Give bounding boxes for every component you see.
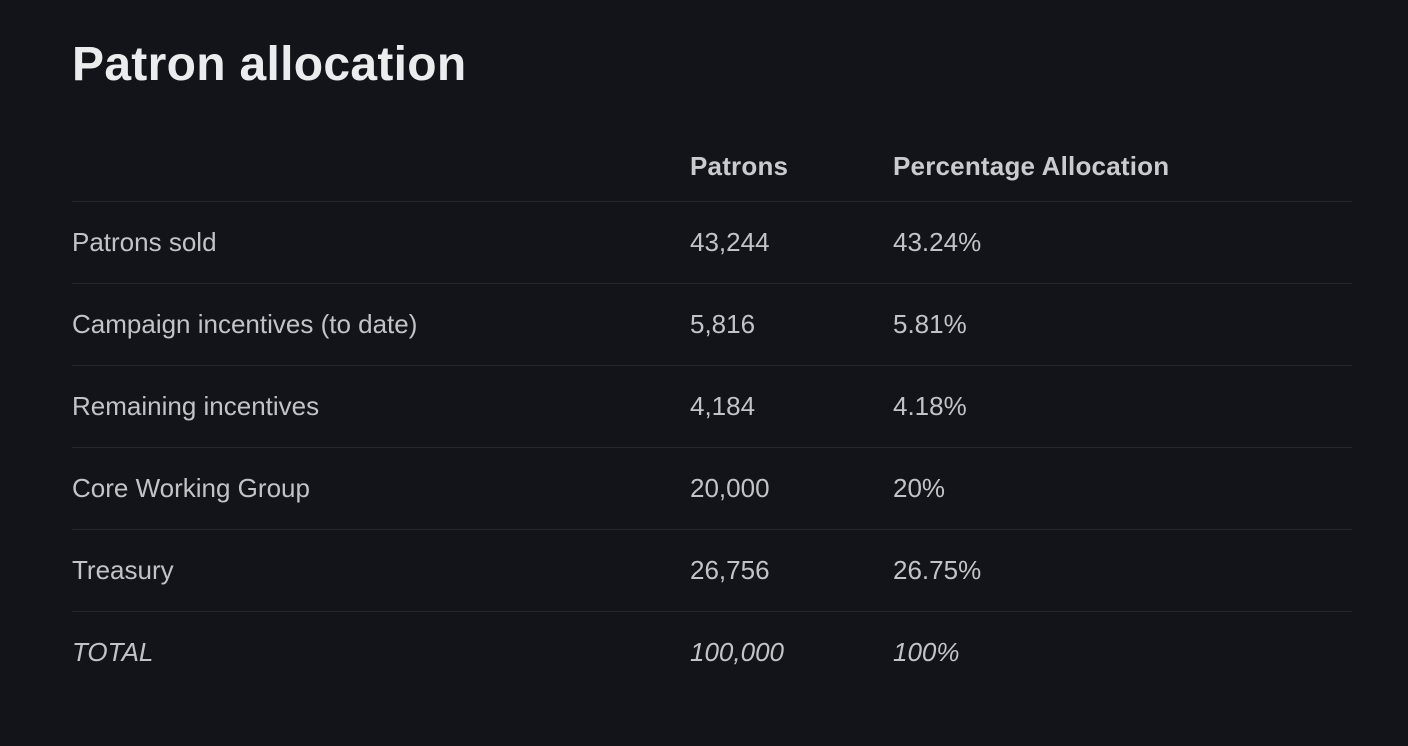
table-row: Core Working Group 20,000 20%	[72, 446, 1352, 529]
row-label: Patrons sold	[72, 200, 690, 283]
patrons-value: 4,184	[690, 364, 893, 447]
percentage-value: 100%	[893, 610, 1352, 693]
percentage-value: 20%	[893, 446, 1352, 529]
table-row-total: TOTAL 100,000 100%	[72, 610, 1352, 693]
patrons-value: 100,000	[690, 610, 893, 693]
patrons-value: 43,244	[690, 200, 893, 283]
patrons-value: 5,816	[690, 282, 893, 365]
column-header-percentage-allocation: Percentage Allocation	[893, 151, 1170, 182]
column-header-empty	[72, 133, 690, 201]
percentage-value: 26.75%	[893, 528, 1352, 611]
page-container: Patron allocation Patrons Percentage All…	[72, 38, 1352, 693]
row-label: Treasury	[72, 528, 690, 611]
row-label: TOTAL	[72, 610, 690, 693]
patrons-value: 20,000	[690, 446, 893, 529]
row-label: Core Working Group	[72, 446, 690, 529]
table-row: Treasury 26,756 26.75%	[72, 528, 1352, 611]
allocation-table: Patrons Percentage Allocation Patrons so…	[72, 133, 1352, 693]
header-row: Patrons Percentage Allocation	[72, 133, 1352, 201]
patrons-value: 26,756	[690, 528, 893, 611]
page-title: Patron allocation	[72, 38, 467, 91]
percentage-value: 43.24%	[893, 200, 1352, 283]
percentage-value: 4.18%	[893, 364, 1352, 447]
percentage-value: 5.81%	[893, 282, 1352, 365]
row-label: Remaining incentives	[72, 364, 690, 447]
table-row: Remaining incentives 4,184 4.18%	[72, 364, 1352, 447]
row-label: Campaign incentives (to date)	[72, 282, 690, 365]
table-row: Patrons sold 43,244 43.24%	[72, 200, 1352, 283]
table-header: Patrons Percentage Allocation	[72, 133, 1352, 201]
column-header-patrons: Patrons	[690, 151, 789, 182]
table-row: Campaign incentives (to date) 5,816 5.81…	[72, 282, 1352, 365]
